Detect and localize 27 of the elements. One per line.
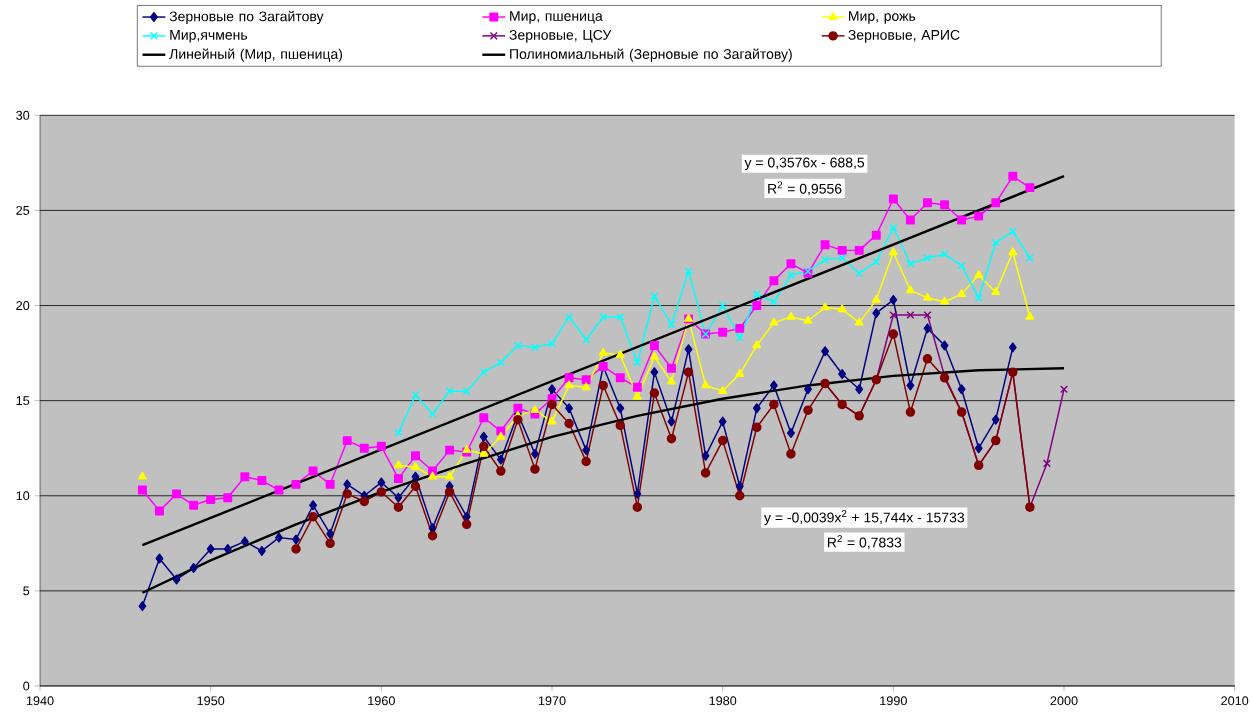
y-tick-label: 25: [16, 205, 30, 215]
legend-label: Зерновые, АРИС: [848, 29, 960, 43]
x-tick-label: 2010: [1221, 696, 1249, 706]
y-tick-label: 15: [16, 396, 30, 406]
x-tick-label: 1960: [368, 696, 395, 706]
annotation: y = -0,0039x$^{2}$ + 15,744x - 15733: [764, 510, 965, 526]
y-tick-label: 10: [16, 491, 30, 501]
legend-label: Зерновые по Загайтову: [169, 10, 324, 25]
y-tick-label: 0: [23, 681, 30, 691]
x-tick-label: 2000: [1050, 696, 1078, 706]
legend-label: Мир, рожь: [849, 11, 916, 24]
y-tick-label: 20: [16, 301, 30, 311]
annotation: R$^{2}$ = 0,7833: [827, 535, 902, 550]
annotation: R$^{2}$ = 0,9556: [768, 181, 842, 196]
x-tick-label: 1980: [709, 696, 737, 706]
x-tick-label: 1950: [197, 696, 225, 706]
legend-label: Линейный (Мир, пшеница): [169, 48, 343, 62]
x-tick-label: 1970: [538, 696, 566, 706]
legend-label: Зерновые, ЦСУ: [509, 29, 612, 43]
legend-label: Полиномиальный (Зерновые по Загайтову): [510, 48, 792, 62]
x-tick-label: 1940: [26, 696, 54, 706]
x-tick-label: 1990: [880, 696, 907, 706]
y-tick-label: 5: [23, 586, 30, 596]
legend-label: Мир, пшеница: [510, 11, 603, 24]
y-tick-label: 30: [16, 110, 30, 120]
annotation: y = 0,3576x - 688,5: [744, 157, 865, 171]
legend-label: Мир,ячмень: [170, 30, 248, 43]
